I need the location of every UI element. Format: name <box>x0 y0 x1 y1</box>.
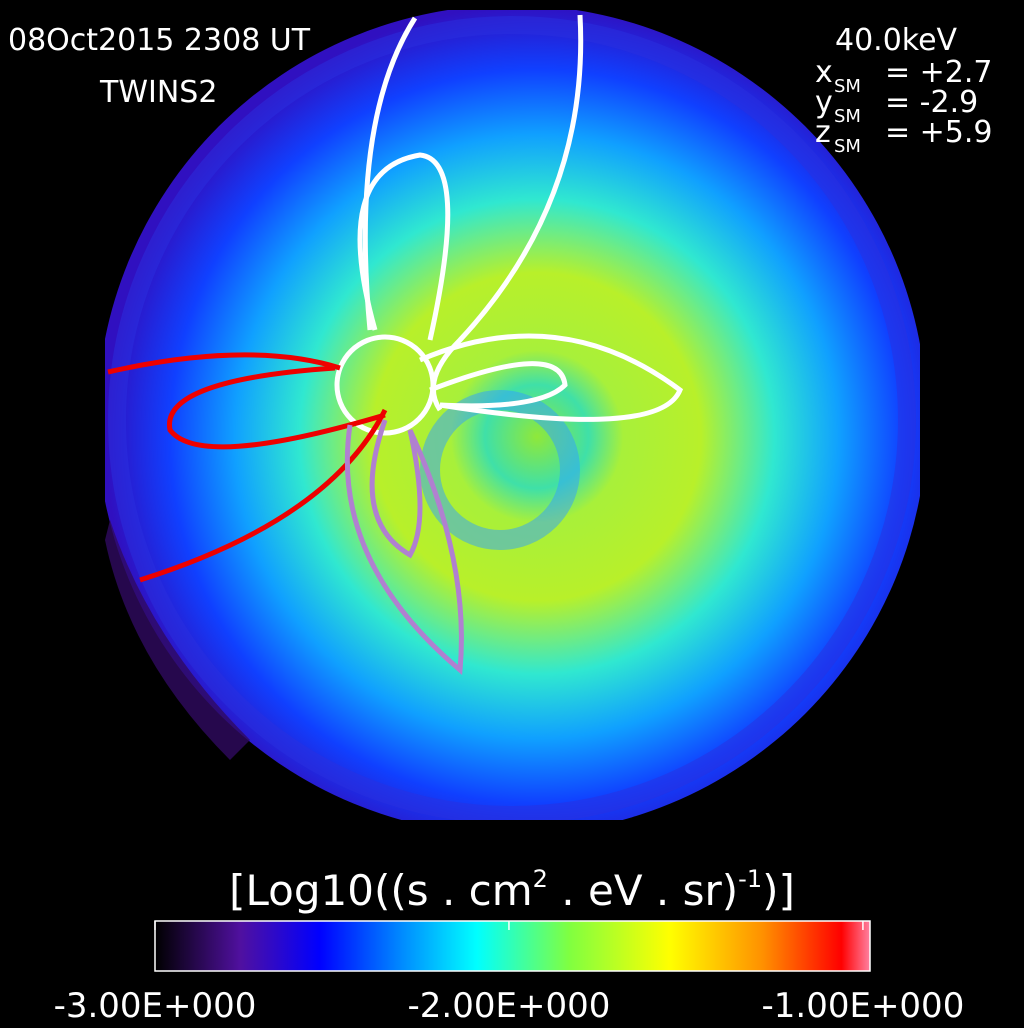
axis-name: z <box>815 115 831 150</box>
field-lines <box>107 14 684 676</box>
tick-label: -2.00E+000 <box>408 986 611 1024</box>
label-part: [Log10((s . cm <box>229 866 533 915</box>
label-part: . eV . sr) <box>548 866 738 915</box>
axis-name: y <box>815 85 833 120</box>
flux-map <box>105 10 920 820</box>
tick-label: -3.00E+000 <box>54 986 257 1024</box>
position-block: x SM = +2.7y SM = -2.9z SM = +5.9 <box>815 55 993 157</box>
energy: 40.0keV <box>835 23 958 58</box>
axis-sub: SM <box>834 76 861 97</box>
axis-value: = -2.9 <box>885 85 978 120</box>
tick-label: -1.00E+000 <box>761 986 964 1024</box>
colorbar <box>154 920 871 972</box>
axis-value: = +2.7 <box>885 55 993 90</box>
label-part: )] <box>762 866 795 915</box>
label-sup: -1 <box>738 865 762 893</box>
colorbar-label: [Log10((s . cm2 . eV . sr)-1)] <box>229 865 795 915</box>
axis-name: x <box>815 55 833 90</box>
axis-sub: SM <box>834 106 861 127</box>
axis-value: = +5.9 <box>885 115 993 150</box>
label-sup: 2 <box>533 865 548 893</box>
timestamp: 08Oct2015 2308 UT <box>8 23 311 58</box>
axis-sub: SM <box>834 136 861 157</box>
spacecraft: TWINS2 <box>99 75 217 110</box>
